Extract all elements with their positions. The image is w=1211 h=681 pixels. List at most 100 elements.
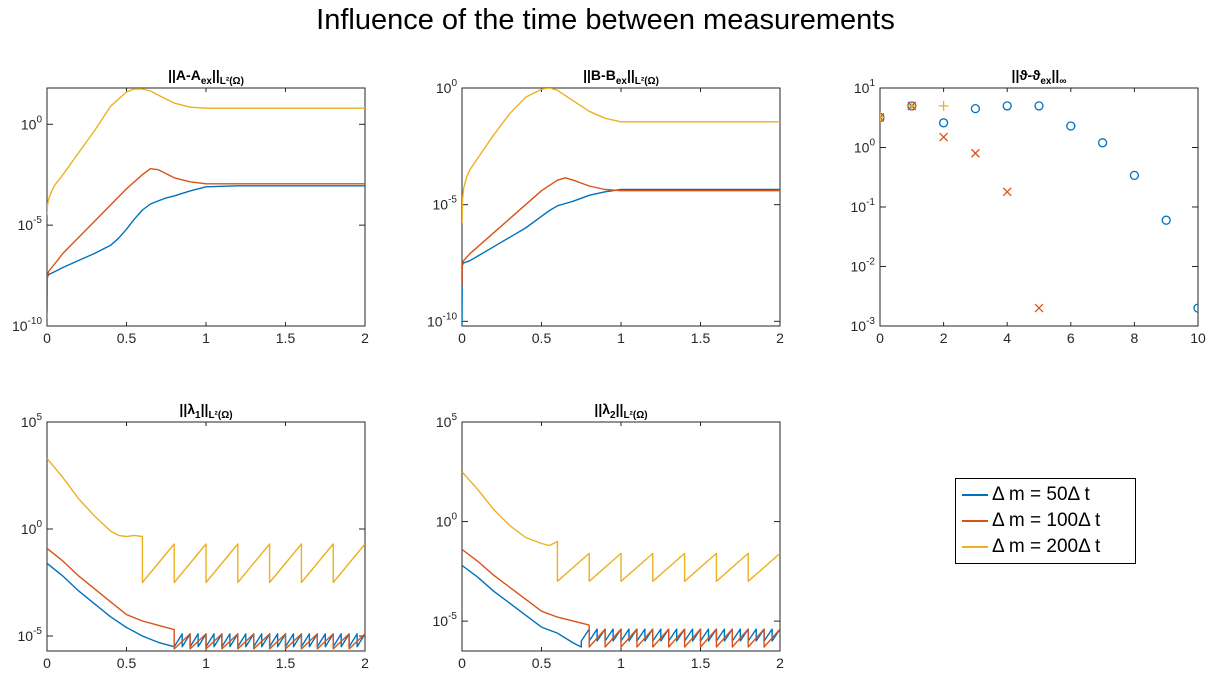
y-tick-label: 100 (436, 78, 458, 96)
axes-box (46, 421, 366, 652)
subplot-lambda1: 0 0.5 1 1.5 2 105 100 10-5 ||λ1||L²(Ω) (18, 401, 370, 671)
y-tick-label: 105 (436, 412, 458, 430)
x-tick-label: 0 (43, 330, 51, 346)
x-tick-label: 1.5 (276, 330, 296, 346)
x-tick-label: 6 (1067, 330, 1075, 346)
data-point-0 (1066, 121, 1076, 131)
series-line-1 (47, 547, 365, 650)
y-tick-label: 10-5 (433, 611, 458, 629)
plot-area (47, 88, 365, 318)
x-tick-label: 0.5 (532, 655, 552, 671)
legend-label: Δ m = 200Δ t (992, 536, 1101, 557)
series-line-2 (47, 457, 365, 584)
y-tick-label: 10-5 (433, 195, 458, 213)
subplot-title: ||λ1||L²(Ω) (179, 401, 232, 421)
legend-entry: Δ m = 50Δ t (956, 482, 1135, 508)
plot-area (47, 457, 365, 650)
series-line-0 (462, 188, 780, 326)
data-point-1 (880, 112, 885, 122)
x-tick-label: 2 (940, 330, 948, 346)
legend-entry: Δ m = 100Δ t (956, 508, 1135, 534)
data-point-0 (1097, 138, 1108, 148)
data-point-2 (880, 112, 885, 123)
x-tick-label: 0.5 (117, 330, 137, 346)
x-tick-label: 0 (876, 330, 884, 346)
data-point-1 (970, 148, 980, 158)
x-tick-label: 1 (617, 330, 625, 346)
legend-entry: Δ m = 200Δ t (956, 534, 1135, 560)
axes-box (879, 87, 1199, 327)
plot-area (462, 471, 780, 648)
axes-box (46, 87, 366, 327)
data-point-0 (970, 103, 981, 114)
plot-area (462, 88, 780, 326)
y-tick-label: 105 (21, 412, 43, 430)
x-tick-label: 2 (361, 655, 369, 671)
y-tick-label: 10-10 (427, 311, 457, 329)
x-tick-label: 1 (617, 655, 625, 671)
y-tick-label: 10-2 (851, 257, 876, 275)
subplot-lambda2: 0 0.5 1 1.5 2 105 100 10-5 ||λ2||L²(Ω) (433, 401, 785, 671)
series-line-1 (462, 177, 780, 287)
subplot-title: ||B-Bex||L²(Ω) (583, 67, 659, 87)
data-point-2 (906, 100, 917, 111)
x-tick-label: 4 (1003, 330, 1011, 346)
subplot-B: 0 0.5 1 1.5 2 100 10-5 10-10 ||B-Bex||L²(Ω) (427, 67, 784, 346)
x-tick-label: 1.5 (691, 330, 711, 346)
y-tick-label: 10-5 (18, 215, 43, 233)
data-point-1 (1002, 187, 1012, 197)
y-tick-label: 10-10 (12, 316, 42, 334)
x-tick-label: 0 (43, 655, 51, 671)
data-point-0 (938, 118, 949, 128)
plot-area (880, 100, 1198, 313)
y-tick-label: 101 (854, 78, 876, 96)
x-tick-label: 0 (458, 330, 466, 346)
x-tick-label: 2 (776, 655, 784, 671)
data-point-2 (938, 100, 949, 111)
legend-label: Δ m = 100Δ t (992, 510, 1101, 531)
subplot-A: 0 0.5 1 1.5 2 100 10-5 10-10 ||A-Aex||L²(Ω) (12, 67, 369, 346)
y-tick-label: 10-3 (851, 316, 876, 334)
x-tick-label: 0 (458, 655, 466, 671)
subplot-title: ||A-Aex||L²(Ω) (168, 67, 244, 87)
y-tick-label: 10-1 (851, 197, 876, 215)
data-point-0 (1193, 303, 1198, 313)
series-line-0 (462, 564, 780, 648)
subplot-title: ||ϑ-ϑex||∞ (1012, 67, 1067, 87)
data-point-1 (939, 132, 949, 142)
x-tick-label: 0.5 (532, 330, 552, 346)
subplot-theta: 0 2 4 6 8 10 101 100 10-1 10-2 10-3 ||ϑ-ϑex||∞ (851, 67, 1206, 346)
series-line-1 (462, 548, 780, 648)
x-tick-label: 8 (1131, 330, 1139, 346)
y-tick-label: 100 (436, 512, 458, 530)
y-tick-label: 100 (21, 519, 43, 537)
series-line-2 (462, 88, 780, 224)
x-tick-label: 0.5 (117, 655, 137, 671)
x-tick-label: 1.5 (691, 655, 711, 671)
x-tick-label: 2 (361, 330, 369, 346)
x-tick-label: 1 (202, 655, 210, 671)
subplot-title: ||λ2||L²(Ω) (594, 401, 647, 421)
y-tick-label: 10-5 (18, 626, 43, 644)
y-tick-label: 100 (854, 138, 876, 156)
series-line-2 (462, 471, 780, 582)
legend: Δ m = 50Δ t Δ m = 100Δ t Δ m = 200Δ t (955, 478, 1136, 564)
series-line-0 (47, 185, 365, 312)
x-tick-label: 2 (776, 330, 784, 346)
data-point-0 (1129, 170, 1140, 181)
figure-title: Influence of the time between measuremen… (316, 4, 895, 36)
legend-swatch (962, 520, 988, 522)
data-point-0 (1002, 101, 1012, 111)
legend-swatch (962, 494, 988, 496)
x-tick-label: 10 (1190, 330, 1206, 346)
x-tick-label: 1.5 (276, 655, 296, 671)
legend-label: Δ m = 50Δ t (992, 484, 1090, 505)
series-line-1 (47, 168, 365, 318)
data-point-1 (1034, 303, 1044, 313)
series-line-2 (47, 88, 365, 216)
data-point-0 (1034, 101, 1044, 111)
legend-swatch (962, 546, 988, 548)
axes-box (461, 87, 781, 327)
data-point-0 (1161, 215, 1171, 225)
